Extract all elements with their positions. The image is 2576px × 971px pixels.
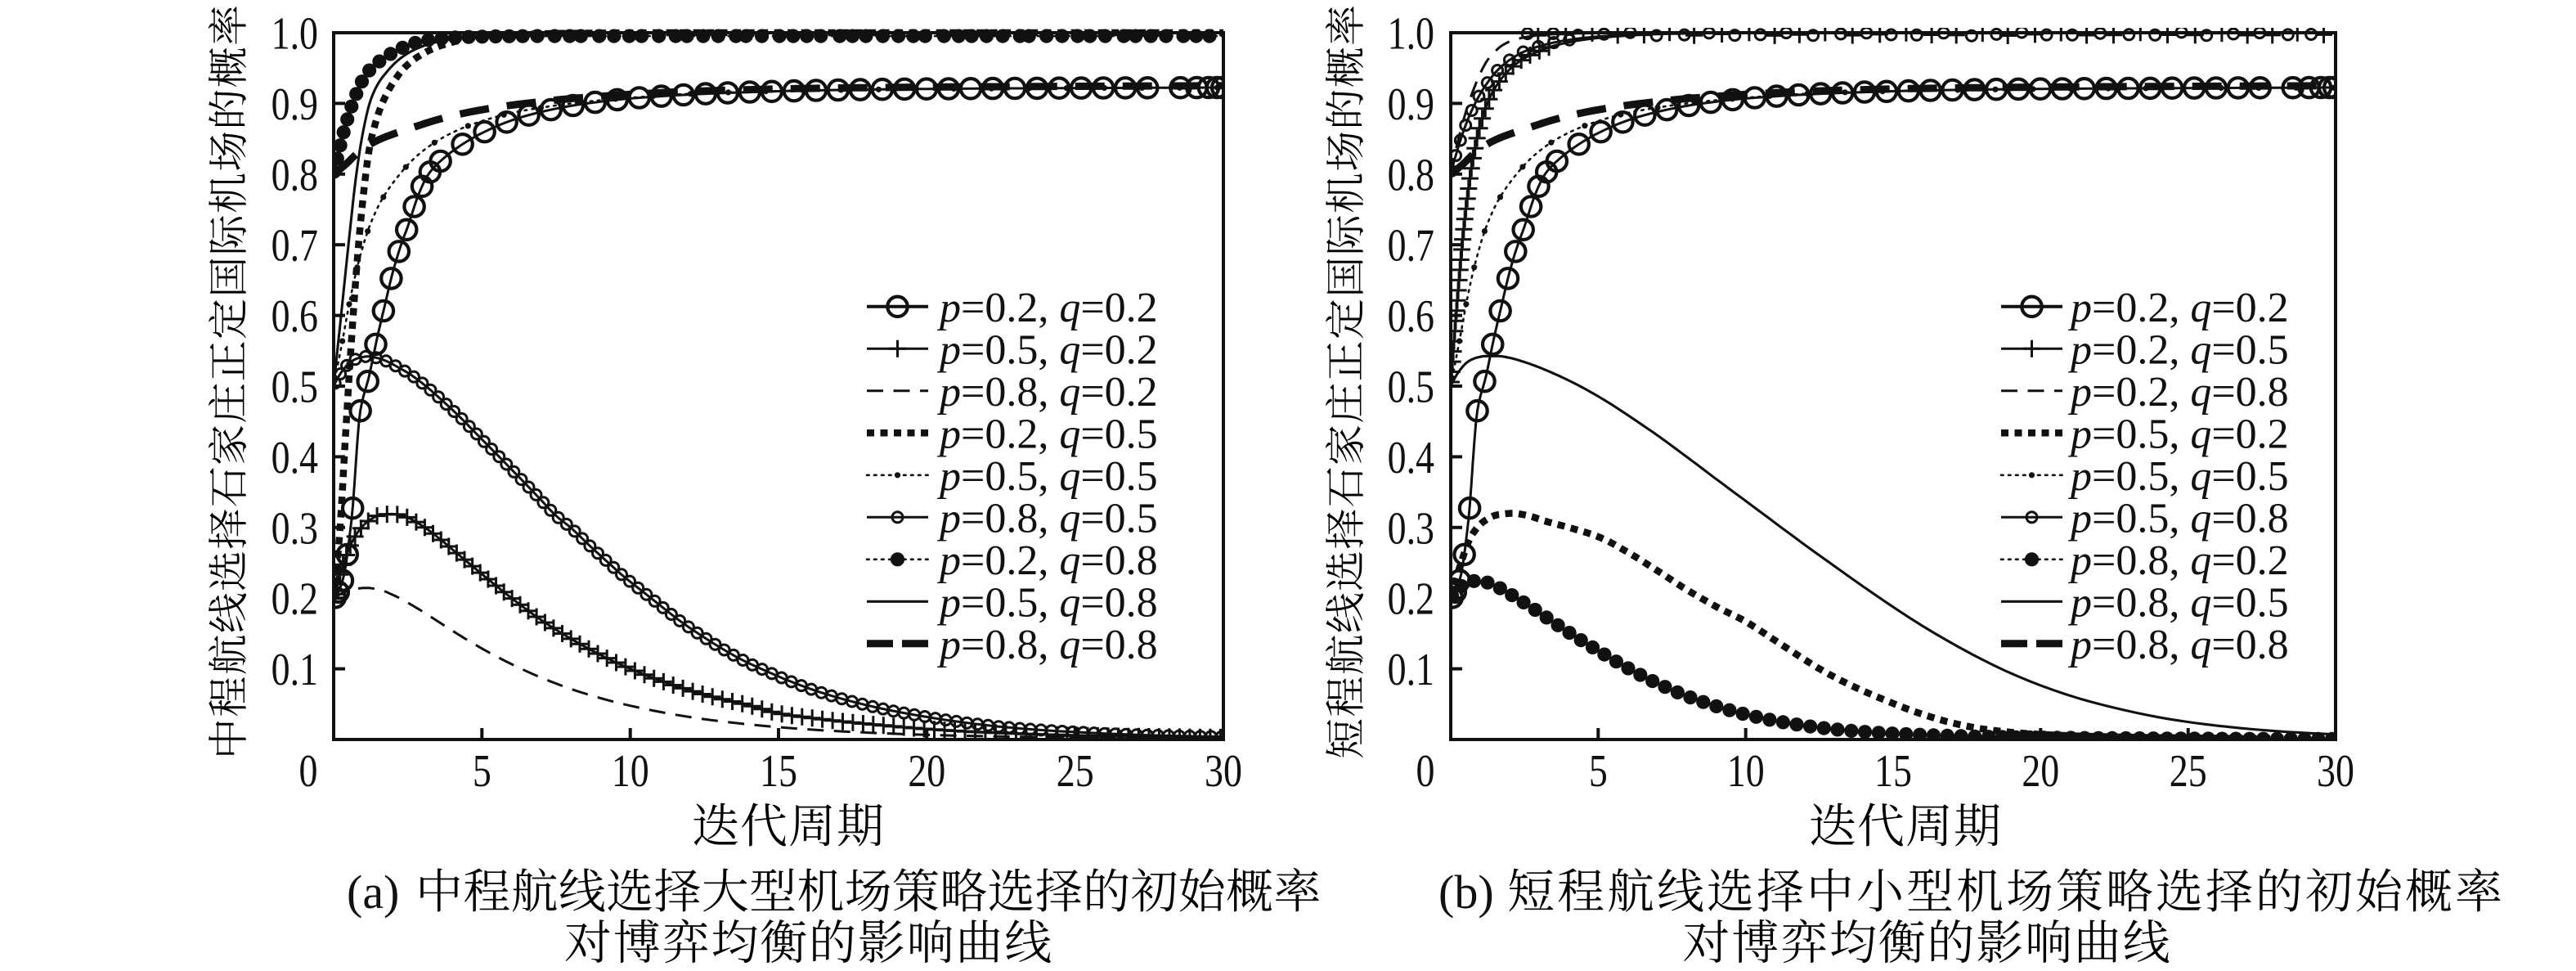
svg-text:p=0.2, q=0.2: p=0.2, q=0.2 xyxy=(936,285,1158,331)
svg-text:15: 15 xyxy=(1874,746,1912,797)
svg-text:1.0: 1.0 xyxy=(1388,8,1434,59)
svg-text:5: 5 xyxy=(1589,746,1608,797)
svg-text:0.1: 0.1 xyxy=(1388,645,1434,695)
svg-text:p=0.8, q=0.2: p=0.8, q=0.2 xyxy=(2067,537,2289,584)
svg-text:p=0.2, q=0.5: p=0.2, q=0.5 xyxy=(2067,326,2289,373)
svg-text:p=0.5, q=0.5: p=0.5, q=0.5 xyxy=(936,453,1158,500)
svg-text:0.9: 0.9 xyxy=(1388,79,1434,130)
svg-text:30: 30 xyxy=(2317,746,2354,797)
svg-text:0.7: 0.7 xyxy=(1388,220,1434,271)
svg-text:30: 30 xyxy=(1205,746,1242,797)
svg-text:10: 10 xyxy=(612,746,649,797)
svg-text:(a): (a) xyxy=(347,865,399,919)
svg-text:1.0: 1.0 xyxy=(272,8,318,59)
svg-text:0.2: 0.2 xyxy=(272,573,318,624)
svg-text:p=0.5, q=0.8: p=0.5, q=0.8 xyxy=(936,579,1158,626)
svg-text:p=0.5, q=0.5: p=0.5, q=0.5 xyxy=(2067,453,2289,500)
svg-text:p=0.5, q=0.8: p=0.5, q=0.8 xyxy=(2067,495,2289,542)
svg-text:20: 20 xyxy=(908,746,945,797)
svg-text:0.7: 0.7 xyxy=(272,220,318,271)
svg-text:0.6: 0.6 xyxy=(272,291,318,342)
svg-text:0.3: 0.3 xyxy=(272,503,318,554)
svg-text:p=0.8, q=0.8: p=0.8, q=0.8 xyxy=(936,622,1158,668)
svg-text:0.6: 0.6 xyxy=(1388,291,1434,342)
svg-text:0.4: 0.4 xyxy=(272,433,318,483)
svg-text:0.2: 0.2 xyxy=(1388,573,1434,624)
svg-text:p=0.8, q=0.5: p=0.8, q=0.5 xyxy=(936,495,1158,542)
svg-text:0.3: 0.3 xyxy=(1388,503,1434,554)
svg-text:10: 10 xyxy=(1727,746,1765,797)
svg-text:p=0.2, q=0.5: p=0.2, q=0.5 xyxy=(936,411,1158,457)
svg-text:0: 0 xyxy=(1416,746,1435,797)
svg-text:p=0.8, q=0.5: p=0.8, q=0.5 xyxy=(2067,579,2289,626)
svg-text:0: 0 xyxy=(299,746,318,797)
svg-text:0.5: 0.5 xyxy=(1388,362,1434,412)
svg-text:20: 20 xyxy=(2022,746,2059,797)
svg-text:25: 25 xyxy=(1057,746,1094,797)
svg-text:25: 25 xyxy=(2170,746,2207,797)
svg-text:p=0.5, q=0.2: p=0.5, q=0.2 xyxy=(936,326,1158,373)
svg-text:p=0.8, q=0.8: p=0.8, q=0.8 xyxy=(2067,622,2289,668)
svg-text:0.1: 0.1 xyxy=(272,645,318,695)
svg-text:p=0.2, q=0.8: p=0.2, q=0.8 xyxy=(936,537,1158,584)
svg-text:5: 5 xyxy=(473,746,491,797)
svg-text:0.8: 0.8 xyxy=(1388,150,1434,200)
svg-text:0.4: 0.4 xyxy=(1388,433,1434,483)
svg-text:(b): (b) xyxy=(1438,865,1494,919)
svg-text:0.9: 0.9 xyxy=(272,79,318,130)
svg-text:p=0.8, q=0.2: p=0.8, q=0.2 xyxy=(936,369,1158,416)
svg-text:0.5: 0.5 xyxy=(272,362,318,412)
svg-text:15: 15 xyxy=(760,746,797,797)
svg-text:p=0.2, q=0.8: p=0.2, q=0.8 xyxy=(2067,369,2289,416)
svg-text:p=0.5, q=0.2: p=0.5, q=0.2 xyxy=(2067,411,2289,457)
svg-text:0.8: 0.8 xyxy=(272,150,318,200)
svg-text:p=0.2, q=0.2: p=0.2, q=0.2 xyxy=(2067,285,2289,331)
